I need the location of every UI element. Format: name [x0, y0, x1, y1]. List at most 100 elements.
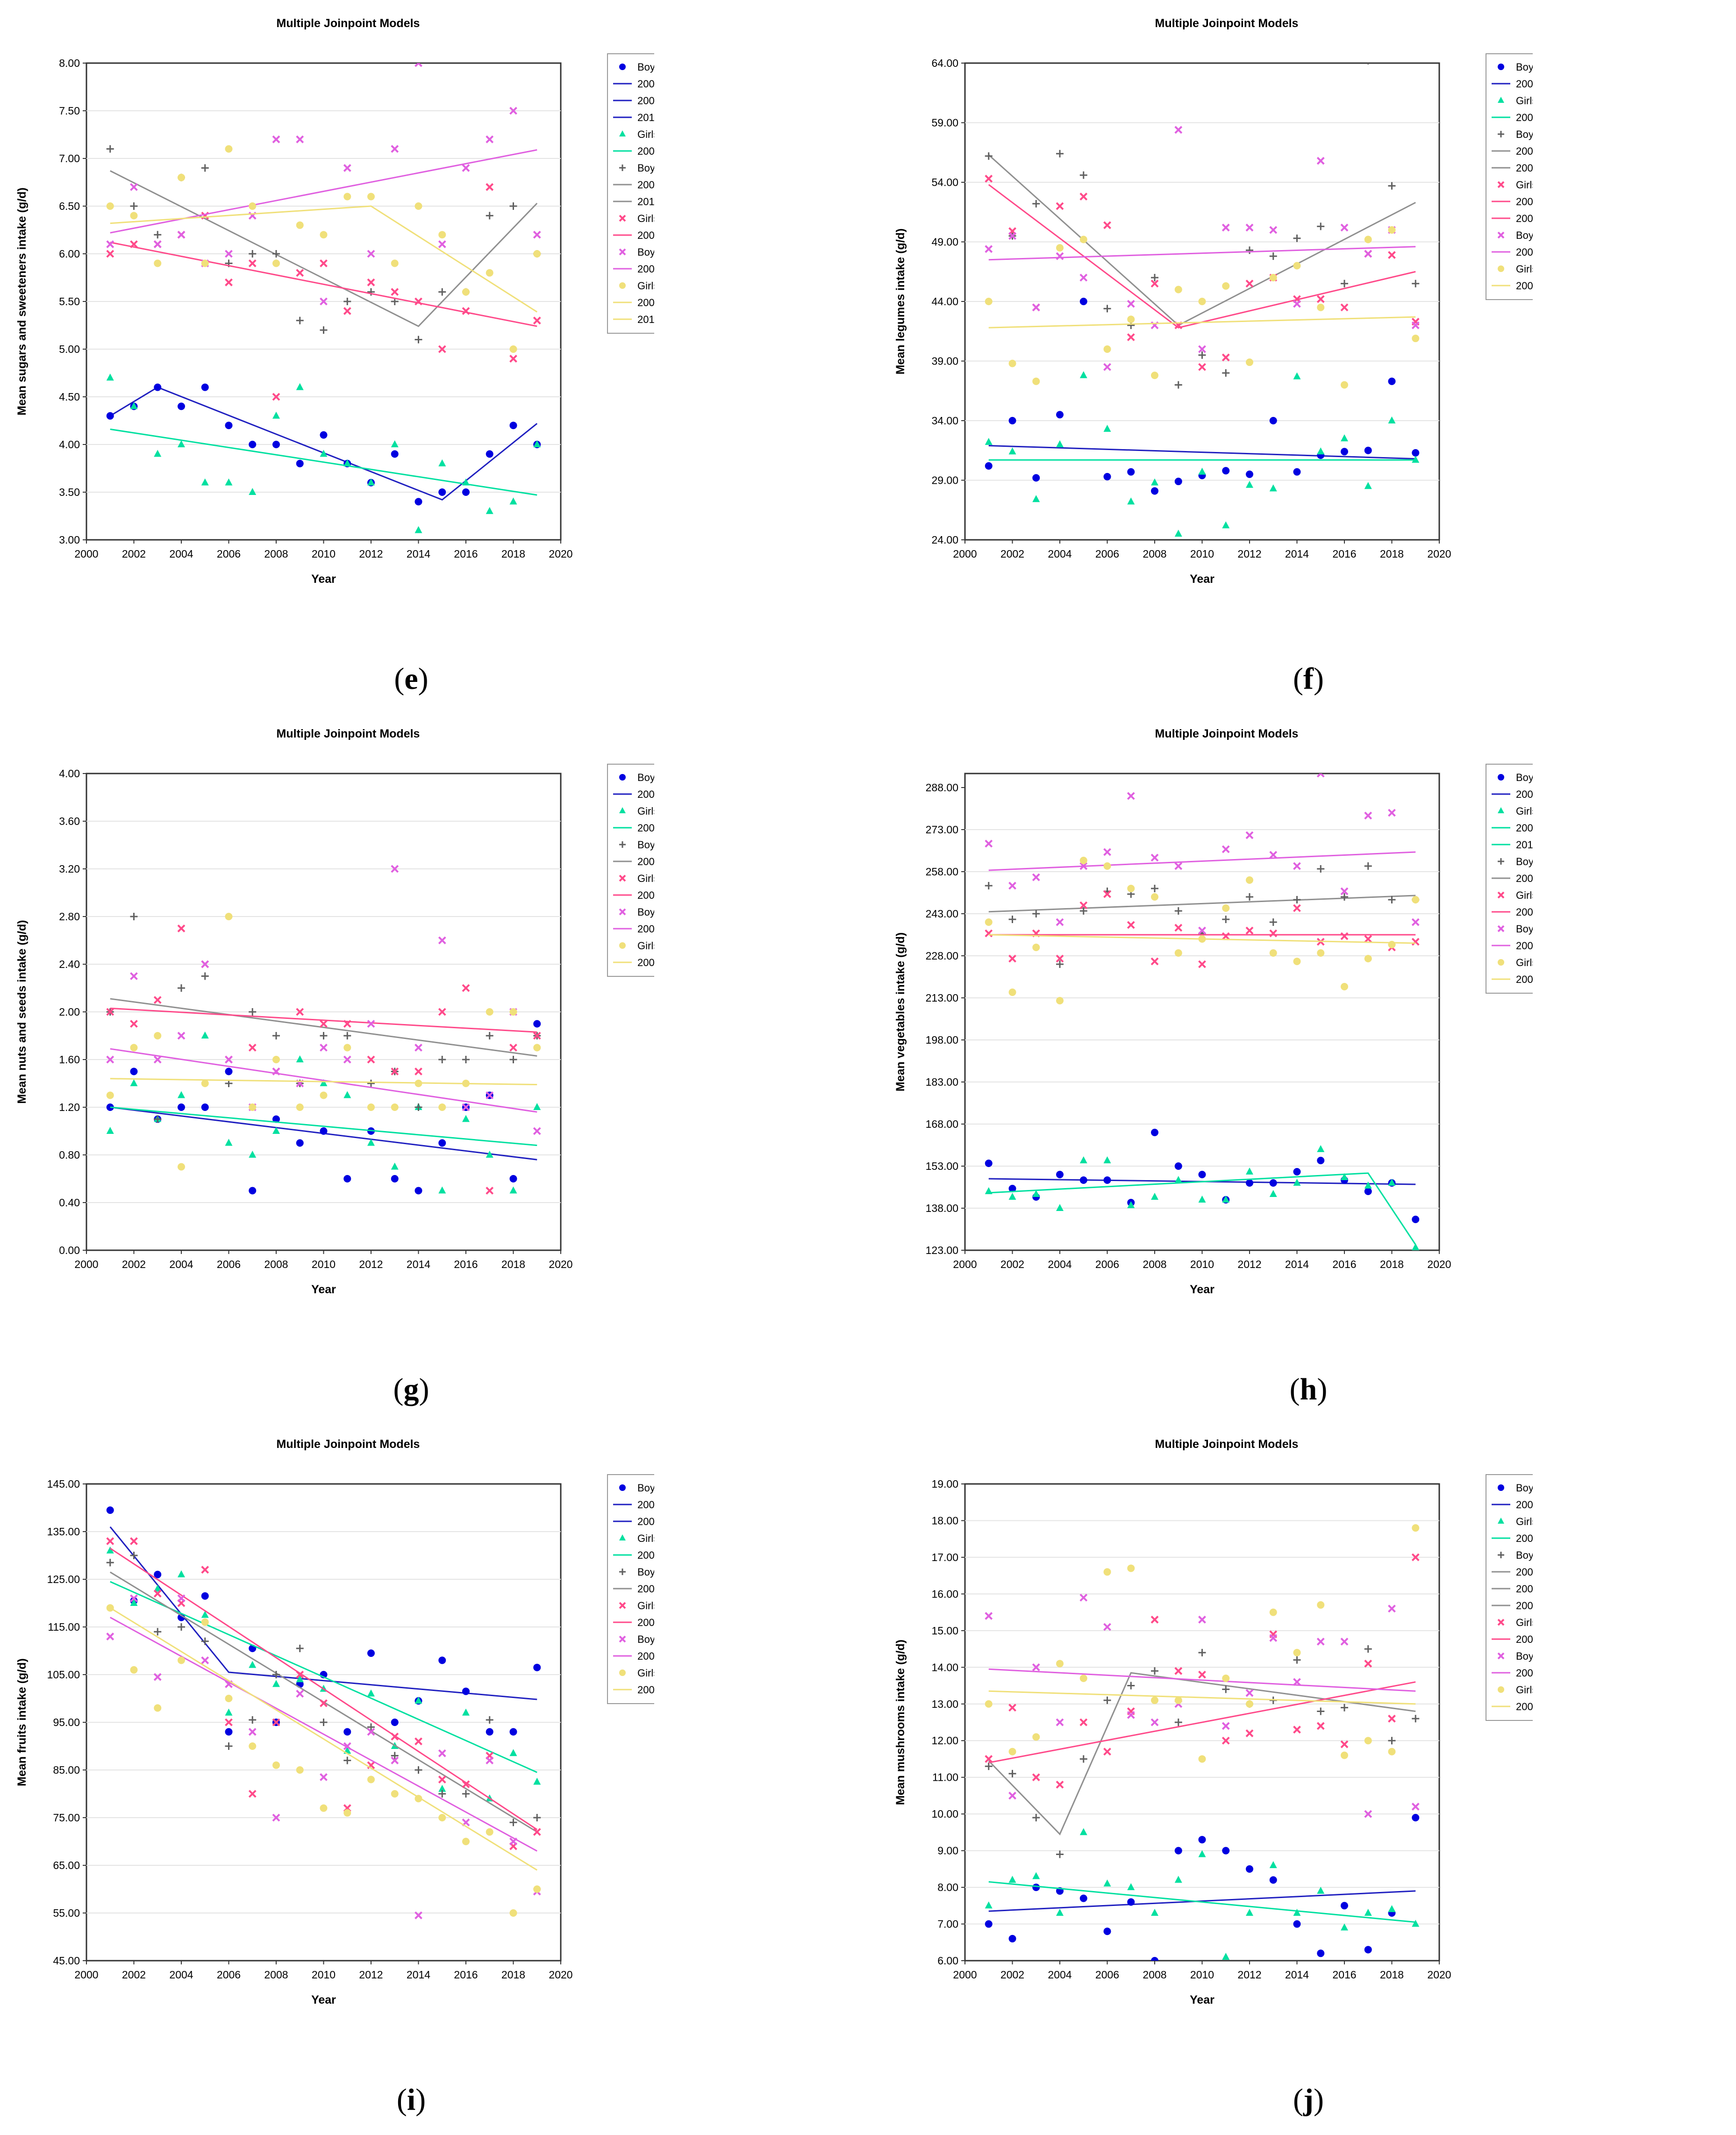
data-point [1008, 417, 1016, 424]
data-point [1127, 1682, 1135, 1690]
y-tick-label: 2.40 [59, 958, 80, 970]
data-point [343, 1020, 351, 1028]
data-point [296, 1690, 304, 1698]
data-point [1364, 1810, 1372, 1818]
data-point [1079, 1156, 1087, 1163]
y-tick-label: 34.00 [931, 415, 958, 427]
data-point [1151, 1696, 1158, 1704]
data-point [249, 1103, 257, 1111]
x-tick-label: 2016 [1332, 1969, 1356, 1981]
y-axis-label: Mean sugars and sweeteners intake (g/d) [15, 187, 29, 416]
data-point [1388, 416, 1396, 423]
data-point [367, 1080, 375, 1087]
data-point [106, 1632, 114, 1641]
data-point [533, 250, 541, 258]
data-point [343, 1728, 351, 1736]
data-point [1341, 1173, 1348, 1180]
data-point [414, 498, 422, 506]
y-axis-label: Mean fruits intake (g/d) [15, 1658, 29, 1786]
data-point [225, 145, 233, 153]
chart-panel-f: Multiple Joinpoint Models 24.00 29.00 34.00… [894, 17, 1533, 586]
y-tick-label: 64.00 [931, 57, 958, 69]
data-point [462, 288, 470, 296]
data-point [272, 1056, 280, 1063]
legend-label: Girls / 7-14 years - 0 Joinpoints [637, 213, 654, 224]
data-point [1032, 1663, 1040, 1671]
x-axis-label: Year [1190, 1993, 1214, 2006]
x-tick-label: 2010 [1190, 548, 1214, 560]
legend-label: 2001-2019 APC = -0.87* [637, 229, 654, 241]
data-point [296, 1766, 304, 1774]
data-point [1008, 989, 1016, 996]
data-point [1245, 1729, 1254, 1737]
data-point [391, 145, 399, 153]
x-tick-label: 2020 [1427, 548, 1451, 560]
data-point [1412, 896, 1420, 903]
data-point [249, 1742, 257, 1750]
data-point [1198, 1836, 1206, 1844]
data-point [486, 135, 494, 143]
data-point [1245, 223, 1254, 232]
data-point [462, 984, 470, 992]
data-point [1317, 1145, 1325, 1152]
legend-label: Boys / 15-19 years - 0 Joinpoints [1516, 229, 1533, 241]
data-point [1222, 1847, 1230, 1855]
trend-line [988, 316, 1416, 329]
data-point [320, 259, 328, 267]
data-point [486, 183, 494, 191]
data-point [1341, 279, 1348, 287]
data-point [154, 1584, 162, 1592]
data-point [1293, 904, 1301, 912]
data-point [249, 441, 257, 448]
y-tick-label: 288.00 [926, 781, 958, 794]
legend-label: Boys / 15-19 years - 0 Joinpoints [1516, 923, 1533, 935]
y-tick-label: 24.00 [931, 534, 958, 546]
data-point [1388, 377, 1396, 385]
data-point [1364, 236, 1372, 244]
data-point [1317, 1601, 1325, 1609]
data-point [391, 1068, 399, 1075]
data-point [486, 269, 493, 277]
data-point [1293, 262, 1301, 270]
y-tick-label: 19.00 [931, 1478, 958, 1490]
data-point [248, 1044, 257, 1052]
data-point [1411, 1553, 1420, 1562]
data-point [1127, 1201, 1135, 1208]
data-point [106, 1506, 114, 1514]
data-point [272, 250, 280, 258]
data-point [1269, 1190, 1277, 1197]
data-point [1174, 478, 1182, 486]
legend-label: Boys / 1-6 years - 0 Joinpoints [1516, 61, 1533, 73]
data-point [1151, 478, 1158, 486]
y-tick-label: 0.40 [59, 1196, 80, 1209]
x-tick-label: 2018 [501, 1969, 525, 1981]
x-tick-label: 2020 [549, 1258, 572, 1270]
data-point [1364, 1660, 1372, 1668]
data-point [1222, 521, 1230, 529]
legend-marker [1498, 1484, 1504, 1491]
plot-marks [106, 865, 541, 1195]
x-tick-label: 2018 [1380, 1969, 1404, 1981]
data-point [343, 1032, 351, 1039]
data-point [1364, 250, 1372, 258]
legend-label: 2001-2019 APC = -0.08 [1516, 788, 1533, 800]
legend-label: 2001-2009 APC = -3.58* [1516, 145, 1533, 157]
x-tick-label: 2008 [264, 548, 288, 560]
data-point [533, 1127, 541, 1135]
legend-marker [619, 282, 626, 289]
data-point [320, 1079, 328, 1086]
trend-line [988, 1681, 1416, 1763]
x-tick-label: 2012 [1237, 1258, 1261, 1270]
x-tick-label: 2016 [454, 548, 478, 560]
y-tick-label: 5.00 [59, 343, 80, 355]
data-point [1056, 1909, 1064, 1916]
legend-marker [619, 1602, 626, 1609]
x-tick-label: 2018 [501, 548, 525, 560]
legend-label: Girls / 7-14 years - 0 Joinpoints [1516, 1617, 1533, 1628]
data-point [509, 1909, 517, 1917]
data-point [296, 1055, 304, 1062]
y-tick-label: 59.00 [931, 117, 958, 129]
chart-panel-g: Multiple Joinpoint Models 0.00 0.40 0.80 1.2… [15, 727, 654, 1296]
data-point [1222, 1722, 1230, 1730]
legend-label: 2001-2017 APC = 0.31 [1516, 822, 1533, 834]
